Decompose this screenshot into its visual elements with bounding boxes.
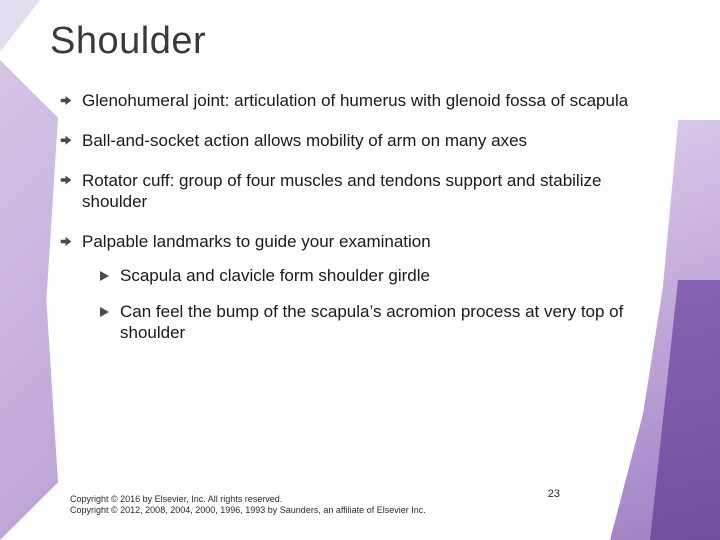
copyright-line: Copyright © 2016 by Elsevier, Inc. All r… xyxy=(70,494,630,505)
bullet-text: Ball-and-socket action allows mobility o… xyxy=(82,131,527,150)
sub-bullet-text: Can feel the bump of the scapula’s acrom… xyxy=(120,302,623,343)
sub-bullet-item: Can feel the bump of the scapula’s acrom… xyxy=(100,301,650,345)
bullet-item: Ball-and-socket action allows mobility o… xyxy=(60,130,650,152)
slide-title: Shoulder xyxy=(50,20,206,63)
sub-bullet-item: Scapula and clavicle form shoulder girdl… xyxy=(100,265,650,287)
slide: Shoulder Glenohumeral joint: articulatio… xyxy=(0,0,720,540)
copyright-footer: Copyright © 2016 by Elsevier, Inc. All r… xyxy=(70,494,630,517)
bullet-text: Rotator cuff: group of four muscles and … xyxy=(82,171,601,212)
page-number: 23 xyxy=(548,488,560,500)
bullet-list: Glenohumeral joint: articulation of hume… xyxy=(60,90,650,344)
bullet-item: Glenohumeral joint: articulation of hume… xyxy=(60,90,650,112)
decor-shape-left xyxy=(0,60,58,540)
bullet-text: Glenohumeral joint: articulation of hume… xyxy=(82,91,628,110)
decor-triangle-top-left xyxy=(0,0,40,52)
bullet-text: Palpable landmarks to guide your examina… xyxy=(82,232,431,251)
bullet-item: Palpable landmarks to guide your examina… xyxy=(60,231,650,344)
bullet-item: Rotator cuff: group of four muscles and … xyxy=(60,170,650,214)
copyright-line: Copyright © 2012, 2008, 2004, 2000, 1996… xyxy=(70,505,630,516)
slide-body: Glenohumeral joint: articulation of hume… xyxy=(60,90,650,362)
sub-bullet-list: Scapula and clavicle form shoulder girdl… xyxy=(100,265,650,344)
sub-bullet-text: Scapula and clavicle form shoulder girdl… xyxy=(120,266,430,285)
